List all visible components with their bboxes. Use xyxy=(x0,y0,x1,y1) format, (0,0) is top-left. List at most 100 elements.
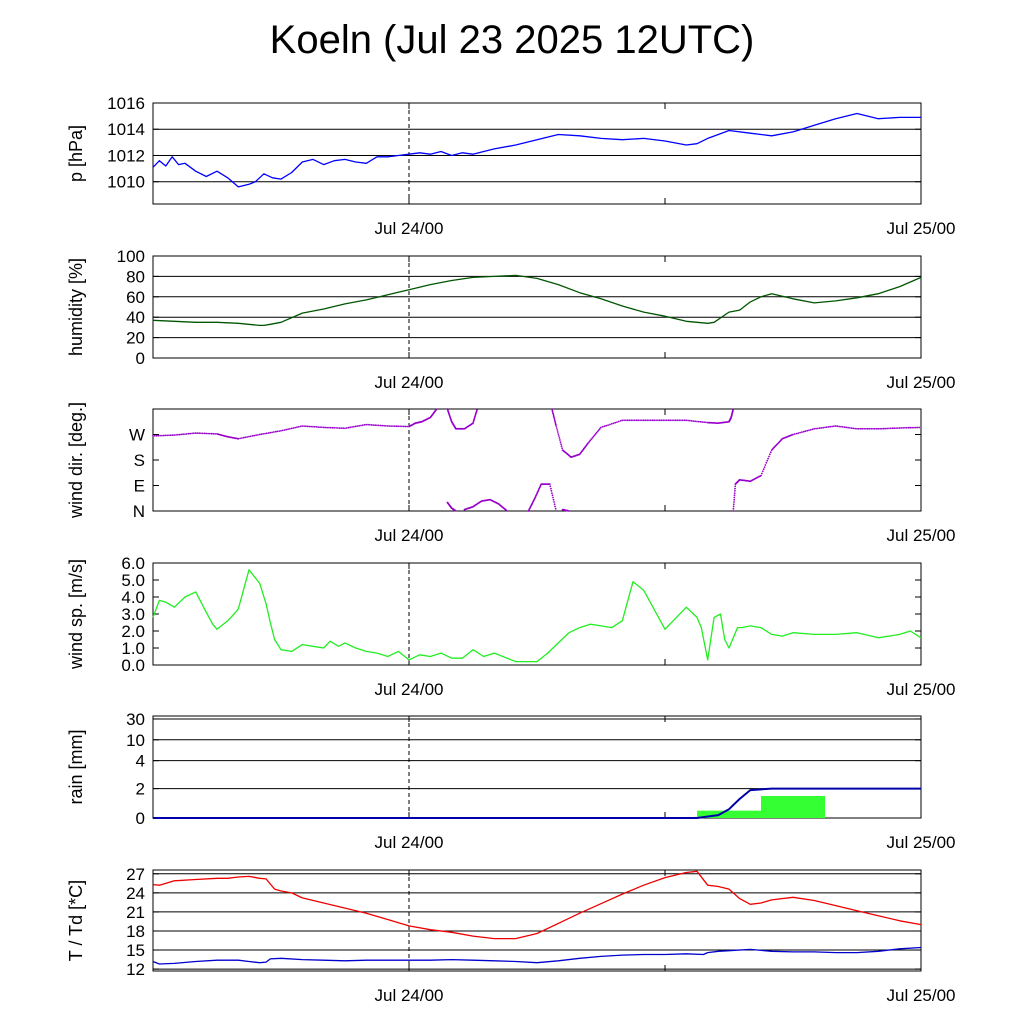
wind-dir-point xyxy=(676,419,679,422)
wind-dir-point xyxy=(552,412,554,415)
y-tick-label: 40 xyxy=(126,308,145,327)
wind-dir-point xyxy=(769,451,772,454)
wind-dir-point xyxy=(248,435,250,438)
series-line-0 xyxy=(152,274,922,327)
wind-dir-point xyxy=(356,425,359,427)
wind-dir-point xyxy=(386,425,389,427)
wind-dir-point xyxy=(342,427,345,430)
wind-dir-point xyxy=(806,429,809,432)
wind-dir-point xyxy=(607,424,609,426)
wind-dir-point xyxy=(809,428,812,431)
wind-dir-point xyxy=(191,432,194,435)
wind-dir-point xyxy=(552,415,555,417)
y-axis-label: T / Td [*C] xyxy=(66,880,86,961)
wind-dir-point xyxy=(868,427,871,430)
wind-dir-point xyxy=(619,420,622,422)
wind-dir-point xyxy=(681,419,684,422)
wind-dir-point xyxy=(733,498,736,501)
wind-dir-point xyxy=(696,420,698,423)
wind-dir-point xyxy=(349,426,352,429)
wind-dir-point xyxy=(269,431,272,434)
wind-dir-point xyxy=(732,503,735,506)
wind-dir-point xyxy=(168,434,170,437)
wind-dir-point xyxy=(733,492,736,494)
wind-dir-point xyxy=(664,419,666,422)
y-tick-label: 6.0 xyxy=(121,554,145,573)
wind-dir-point xyxy=(166,434,169,437)
wind-dir-point xyxy=(891,427,894,430)
wind-dir-point xyxy=(178,433,181,436)
wind-dir-point xyxy=(703,421,705,424)
wind-dir-point xyxy=(612,422,615,425)
wind-dir-point xyxy=(552,496,554,499)
wind-dir-point xyxy=(274,430,277,433)
wind-dir-point xyxy=(377,424,380,427)
plot-frame xyxy=(152,562,922,666)
wind-dir-point xyxy=(644,419,647,422)
wind-dir-point xyxy=(692,420,695,422)
wind-dir-point xyxy=(639,419,641,422)
wind-dir-point xyxy=(372,424,375,426)
wind-dir-point xyxy=(554,507,557,510)
wind-dir-point xyxy=(374,424,377,427)
wind-dir-point xyxy=(365,423,368,426)
wind-dir-point xyxy=(324,426,327,429)
y-tick-label: 24 xyxy=(126,884,145,903)
wind-dir-point xyxy=(164,434,167,437)
wind-dir-point xyxy=(273,431,275,433)
wind-dir-point xyxy=(344,427,346,430)
wind-dir-point xyxy=(902,427,905,429)
wind-dir-point xyxy=(207,432,210,435)
wind-dir-point xyxy=(841,426,844,428)
wind-dir-point xyxy=(678,419,681,422)
wind-dir-point xyxy=(193,432,195,435)
wind-dir-point xyxy=(553,503,556,506)
wind-dir-point xyxy=(239,437,242,440)
wind-dir-point xyxy=(312,425,314,428)
wind-dir-point xyxy=(593,434,596,437)
wind-dir-point xyxy=(834,425,837,427)
wind-dir-point xyxy=(614,421,617,424)
y-tick-label: 5.0 xyxy=(121,571,145,590)
wind-dir-point xyxy=(829,425,832,428)
wind-dir-point xyxy=(660,419,663,422)
wind-dir-point xyxy=(680,419,682,422)
wind-dir-point xyxy=(393,425,396,428)
wind-dir-point xyxy=(907,426,910,429)
wind-dir-point xyxy=(257,434,259,436)
wind-dir-point xyxy=(383,424,385,427)
wind-dir-point xyxy=(857,427,860,430)
wind-dir-point xyxy=(369,423,371,426)
plot-frame xyxy=(152,408,922,512)
wind-dir-point xyxy=(561,447,563,449)
y-tick-label: 0.0 xyxy=(121,656,145,675)
wind-dir-point xyxy=(333,426,336,429)
wind-dir-point xyxy=(194,432,197,434)
x-tick-label: Jul 24/00 xyxy=(375,219,444,238)
wind-dir-point xyxy=(833,425,835,428)
wind-dir-point xyxy=(683,419,686,422)
wind-dir-point xyxy=(617,420,620,423)
wind-dir-point xyxy=(299,425,302,428)
wind-dir-point xyxy=(319,426,321,429)
wind-dir-point xyxy=(321,426,323,429)
wind-dir-point xyxy=(802,430,805,433)
y-tick-label: 3.0 xyxy=(121,605,145,624)
wind-dir-point xyxy=(893,427,896,430)
wind-dir-point xyxy=(909,426,912,429)
y-tick-label: W xyxy=(129,426,145,445)
wind-dir-point xyxy=(381,424,384,427)
y-tick-label: 12 xyxy=(126,960,145,979)
wind-dir-point xyxy=(591,436,594,439)
wind-dir-point xyxy=(815,427,817,430)
wind-dir-point xyxy=(822,426,825,429)
wind-dir-point xyxy=(353,425,355,428)
wind-dir-point xyxy=(877,427,880,430)
wind-dir-point xyxy=(852,427,855,430)
wind-dir-point xyxy=(831,425,833,428)
wind-dir-point xyxy=(175,434,178,436)
wind-dir-point xyxy=(689,419,691,422)
wind-dir-point xyxy=(610,423,613,425)
wind-dir-point xyxy=(548,483,551,485)
wind-dir-point xyxy=(881,427,883,430)
